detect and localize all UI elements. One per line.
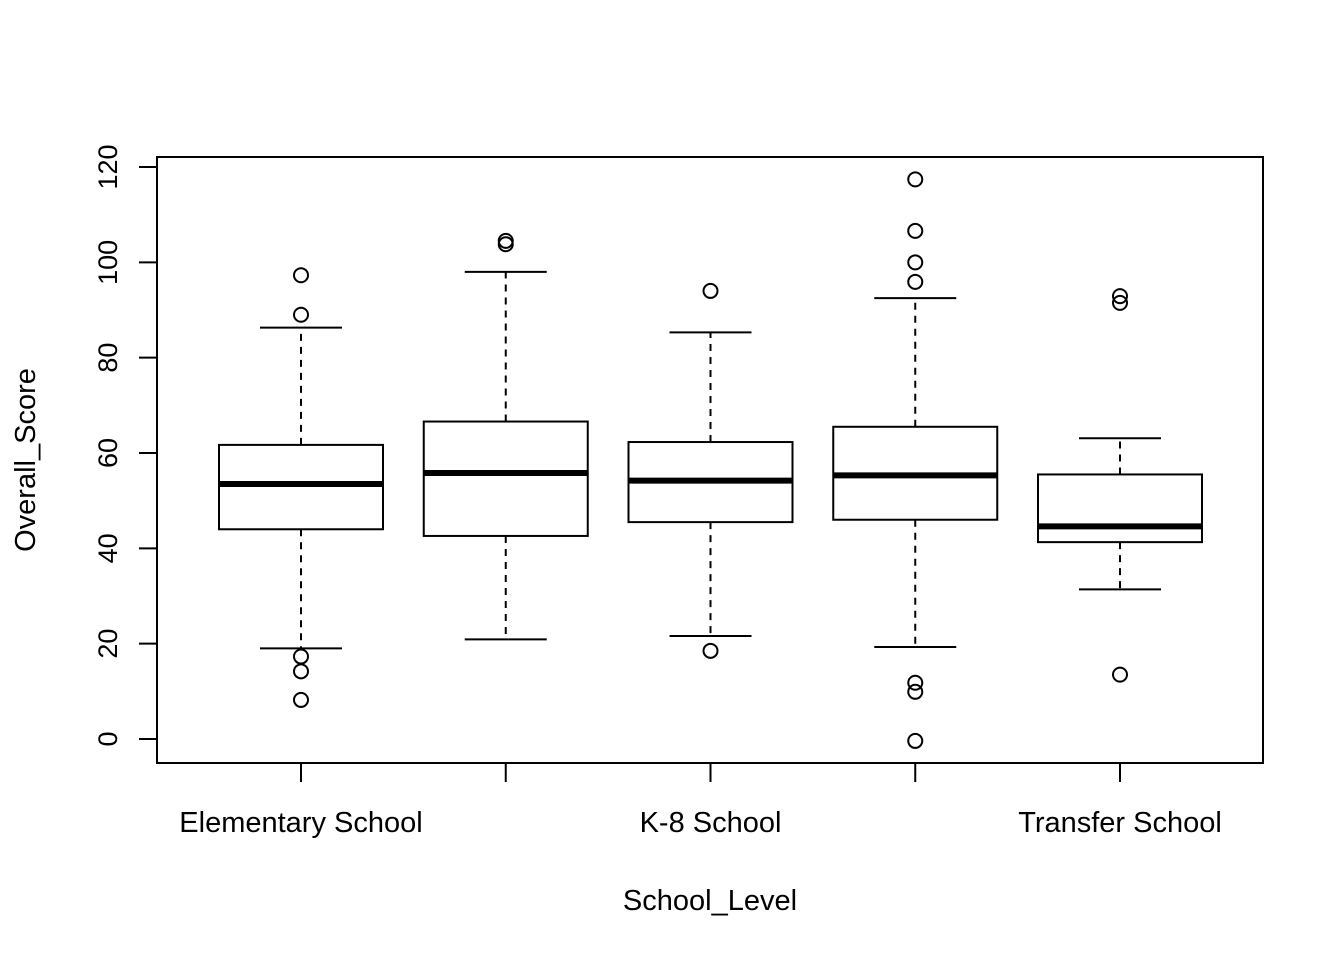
outlier-point — [497, 232, 514, 249]
x-tick-label: Elementary School — [179, 807, 422, 839]
y-tick-label: 100 — [93, 240, 123, 285]
outlier-point — [497, 236, 514, 253]
y-axis: 0 20 40 60 80 100 120 — [93, 144, 158, 747]
y-tick-label: 120 — [93, 144, 123, 189]
outlier-point — [907, 683, 924, 700]
outlier-point — [293, 306, 309, 323]
outlier-point — [907, 171, 924, 188]
outlier-point — [293, 648, 309, 665]
y-tick-label: 20 — [93, 629, 123, 659]
outlier-point — [1112, 294, 1128, 311]
x-axis-title: School_Level — [623, 885, 797, 917]
y-tick-label: 60 — [93, 438, 123, 468]
box-group — [1037, 288, 1203, 683]
box-group — [218, 267, 384, 708]
outlier-point — [907, 273, 924, 290]
box-group — [627, 282, 794, 659]
outlier-point — [702, 282, 719, 299]
outlier-point — [293, 267, 309, 284]
box-series — [218, 171, 1203, 749]
outlier-point — [293, 691, 309, 708]
outlier-point — [907, 254, 924, 271]
y-tick-label: 0 — [93, 731, 123, 746]
outlier-point — [1112, 666, 1128, 683]
outlier-point — [907, 732, 924, 749]
box-iqr — [1037, 473, 1203, 544]
outlier-point — [293, 663, 309, 680]
box-iqr — [218, 443, 384, 531]
x-tick-label: Transfer School — [1018, 807, 1222, 839]
outlier-point — [907, 222, 924, 239]
outlier-point — [907, 674, 924, 691]
box-group — [422, 232, 589, 641]
x-tick-label: K-8 School — [640, 807, 782, 839]
box-group — [832, 171, 999, 749]
y-axis-title: Overall_Score — [10, 368, 42, 552]
y-tick-label: 80 — [93, 343, 123, 373]
y-tick-label: 40 — [93, 533, 123, 563]
outlier-point — [1112, 288, 1128, 305]
outlier-point — [702, 642, 719, 659]
x-axis: Elementary School K-8 School Transfer Scho… — [179, 762, 1222, 839]
box-iqr — [422, 420, 589, 537]
